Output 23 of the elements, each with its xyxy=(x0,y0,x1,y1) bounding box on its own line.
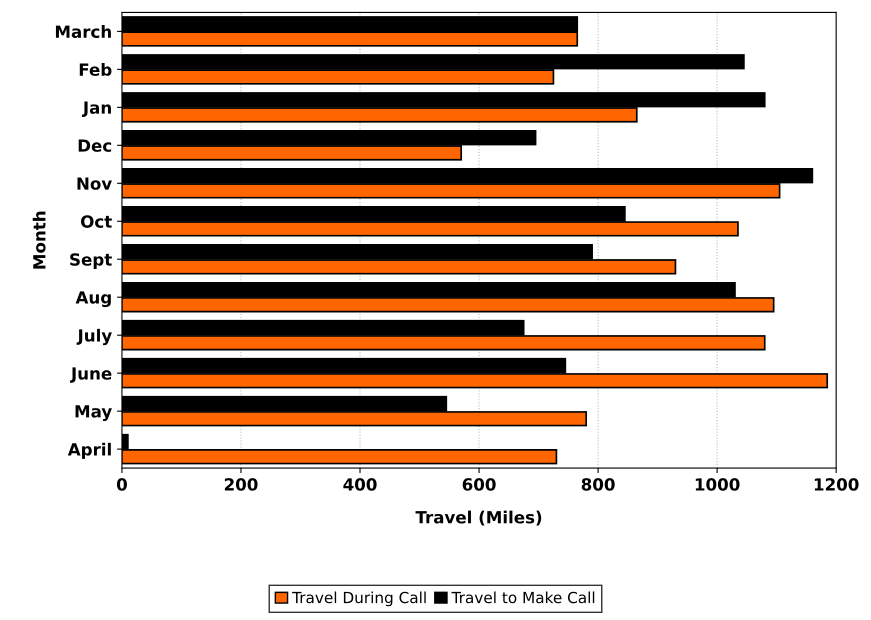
y-tick-label: April xyxy=(68,442,111,459)
y-tick-label: Feb xyxy=(80,63,112,76)
y-tick-label: Aug xyxy=(76,291,111,308)
legend-label: Travel During Call xyxy=(292,591,426,606)
x-tick-label: 600 xyxy=(462,478,496,491)
x-tick-label: 400 xyxy=(343,478,377,491)
y-tick-label: Sept xyxy=(70,253,112,270)
x-axis-title: Travel (Miles) xyxy=(416,510,542,526)
y-tick-label: Jan xyxy=(82,102,111,118)
x-tick-label: 1000 xyxy=(696,478,740,491)
y-tick-label: Oct xyxy=(81,215,112,228)
y-tick-label: July xyxy=(76,328,112,346)
x-tick-label: 200 xyxy=(224,478,258,491)
y-tick-label: Dec xyxy=(78,139,112,152)
y-tick-label: May xyxy=(76,405,112,421)
x-tick-label: 800 xyxy=(582,478,615,491)
x-tick-label: 1200 xyxy=(814,478,859,491)
legend-label: Travel to Make Call xyxy=(452,591,594,604)
y-tick-label: Nov xyxy=(77,177,112,190)
y-tick-label: March xyxy=(56,25,111,38)
y-axis-title: Month xyxy=(32,212,46,269)
x-tick-label: 0 xyxy=(116,478,127,491)
y-tick-label: June xyxy=(70,367,112,383)
